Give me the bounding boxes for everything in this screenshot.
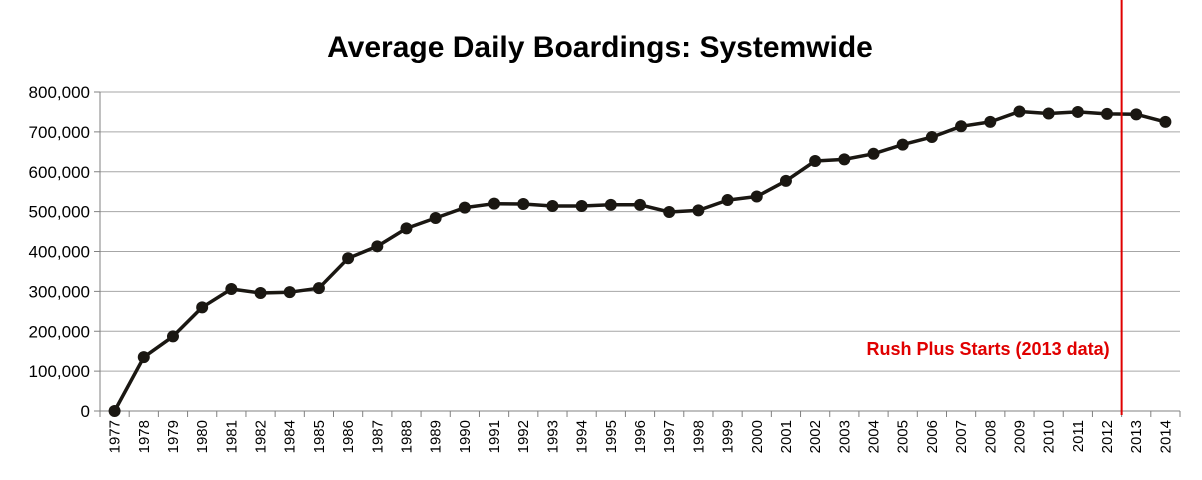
data-point [925, 131, 938, 144]
rush-plus-annotation: Rush Plus Starts (2013 data) [867, 339, 1110, 359]
x-axis: 1977 1978 1979 1980 1981 1982 1984 1985 1986 1987… [99, 410, 1181, 453]
data-point [546, 200, 559, 213]
y-axis: 0 100,000 200,000 300,000 400,000 500,000 600,… [29, 83, 101, 421]
x-tick-label: 2010 [1041, 420, 1058, 453]
x-tick-label: 2006 [924, 420, 941, 453]
data-point [283, 286, 296, 299]
data-point [692, 204, 705, 217]
data-point [809, 154, 822, 167]
data-point [458, 201, 471, 214]
x-tick-label: 1982 [253, 420, 270, 453]
data-point [166, 330, 179, 343]
data-point [634, 198, 646, 211]
x-tick-label: 2009 [1011, 420, 1028, 453]
x-tick-label: 2001 [778, 420, 795, 453]
chart-title: Average Daily Boardings: Systemwide [327, 31, 873, 64]
data-point [721, 194, 734, 207]
x-tick-label: 1986 [340, 420, 357, 453]
x-tick-label: 1999 [720, 420, 737, 453]
x-tick-label: 1996 [632, 420, 649, 453]
data-point [604, 198, 617, 211]
data-point [838, 153, 851, 166]
data-point [663, 206, 676, 219]
data-point [1159, 115, 1172, 128]
x-tick-label: 2000 [749, 420, 766, 453]
x-tick-label: 1987 [369, 420, 386, 453]
data-point [575, 200, 588, 213]
data-point [896, 138, 909, 151]
x-tick-label: 2013 [1128, 420, 1145, 453]
data-point [196, 301, 209, 314]
data-point [1042, 107, 1055, 120]
data-point [488, 197, 501, 210]
data-point [867, 147, 880, 160]
data-point [225, 282, 238, 295]
x-tick-label: 1993 [544, 420, 561, 453]
x-tick-label: 1992 [515, 420, 532, 453]
x-tick-label: 1995 [603, 420, 620, 453]
y-tick-label: 700,000 [29, 123, 90, 142]
y-tick-label: 800,000 [29, 83, 90, 102]
data-point [108, 405, 121, 417]
x-tick-label: 1994 [574, 420, 591, 453]
x-tick-label: 2012 [1099, 420, 1116, 453]
x-tick-label: 1989 [428, 420, 445, 453]
x-tick-label: 1998 [690, 420, 707, 453]
x-tick-label: 1985 [311, 420, 328, 453]
data-point [1101, 107, 1114, 120]
x-tick-label: 1984 [282, 420, 299, 453]
y-tick-label: 500,000 [29, 203, 90, 222]
x-tick-label: 1977 [107, 420, 124, 453]
series-line [113, 109, 1166, 412]
data-point [955, 120, 968, 133]
x-tick-label: 2014 [1157, 420, 1174, 453]
data-point [517, 198, 530, 211]
x-tick-label: 1979 [165, 420, 182, 453]
annotations: Rush Plus Starts (2013 data) [867, 0, 1123, 415]
y-tick-label: 300,000 [29, 282, 90, 301]
x-tick-label: 1990 [457, 420, 474, 453]
x-tick-label: 2003 [836, 420, 853, 453]
x-tick-label: 1981 [223, 420, 240, 453]
data-point [342, 252, 355, 265]
data-point [779, 174, 792, 187]
y-tick-label: 600,000 [29, 163, 90, 182]
x-tick-label: 1978 [136, 420, 153, 453]
series-group [108, 105, 1172, 417]
data-point [750, 190, 763, 203]
x-tick-label: 1991 [486, 420, 503, 453]
x-tick-label: 1997 [661, 420, 678, 453]
data-point [1130, 108, 1143, 121]
gridlines [100, 91, 1180, 372]
x-tick-label: 2005 [895, 420, 912, 453]
data-point [400, 222, 413, 235]
x-tick-label: 2008 [982, 420, 999, 453]
data-point [1013, 105, 1026, 118]
y-tick-label: 0 [81, 402, 90, 421]
x-tick-label: 2004 [866, 420, 883, 453]
y-tick-label: 400,000 [29, 243, 90, 262]
data-point [429, 212, 442, 225]
x-tick-label: 1988 [398, 420, 415, 453]
data-point [1071, 105, 1084, 118]
y-tick-label: 200,000 [29, 322, 90, 341]
y-tick-label: 100,000 [29, 362, 90, 381]
x-tick-label: 2007 [953, 420, 970, 453]
x-tick-label: 2002 [807, 420, 824, 453]
x-tick-label: 2011 [1070, 420, 1087, 452]
data-point [137, 351, 150, 364]
data-point [312, 282, 325, 295]
data-point [371, 240, 384, 253]
x-tick-label: 1980 [194, 420, 211, 453]
data-point [254, 286, 267, 299]
data-point [984, 115, 997, 128]
